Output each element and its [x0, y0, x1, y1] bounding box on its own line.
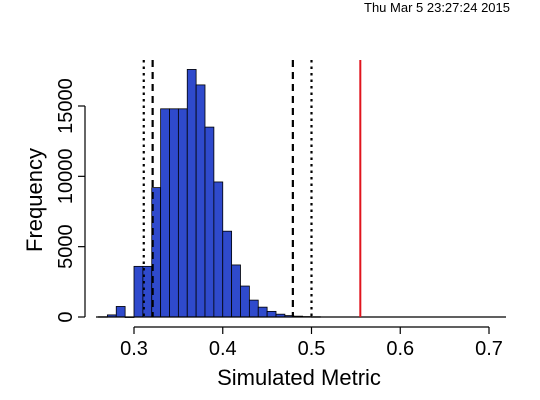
y-tick-label: 10000 [55, 149, 77, 205]
y-tick-label: 15000 [55, 78, 77, 134]
x-axis-title: Simulated Metric [217, 365, 381, 390]
histogram-bar [248, 299, 259, 318]
histogram-bar [213, 181, 224, 318]
histogram-bar [133, 265, 144, 318]
x-tick-label: 0.7 [475, 338, 503, 360]
x-tick-label: 0.6 [386, 338, 414, 360]
x-tick-label: 0.3 [120, 338, 148, 360]
histogram-bar [222, 230, 233, 318]
histogram-bar [257, 306, 268, 318]
x-tick-label: 0.5 [298, 338, 326, 360]
histogram-bar [169, 108, 179, 318]
histogram-bar [266, 310, 277, 318]
y-axis-title: Frequency [22, 148, 47, 252]
x-tick-label: 0.4 [209, 338, 237, 360]
y-tick-label: 0 [55, 311, 77, 322]
y-tick-label: 5000 [55, 224, 77, 269]
histogram-bar [240, 285, 250, 318]
histogram-bar [160, 108, 170, 318]
histogram-bar [204, 126, 215, 318]
histogram-bar [115, 306, 126, 318]
histogram-bar [231, 264, 241, 318]
histogram-bar [177, 108, 188, 318]
histogram-bar [195, 84, 206, 318]
timestamp: Thu Mar 5 23:27:24 2015 [364, 0, 510, 15]
histogram-bar [186, 69, 197, 318]
